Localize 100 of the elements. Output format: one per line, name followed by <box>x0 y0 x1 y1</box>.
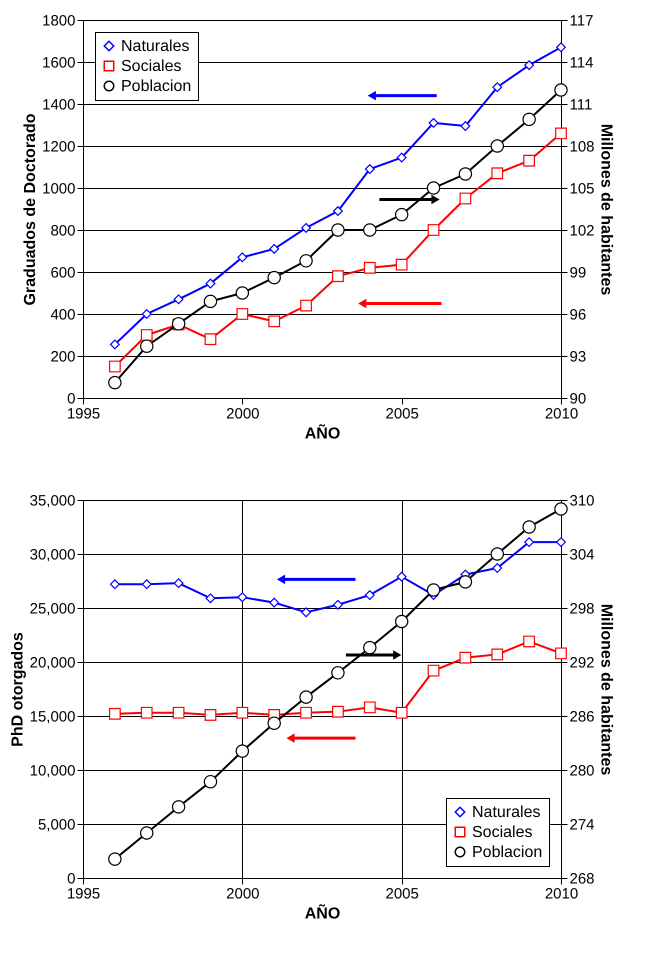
point <box>492 82 502 92</box>
point <box>237 252 248 262</box>
y-tick-label: 1400 <box>42 96 76 114</box>
y2-tick-label: 298 <box>570 600 595 618</box>
point <box>300 706 312 719</box>
point <box>269 244 280 254</box>
y2-axis-title: Millones de habitantes <box>598 604 615 776</box>
point <box>140 826 154 840</box>
y-tick-label: 20,000 <box>30 654 76 672</box>
legend-label: Sociales <box>472 824 532 841</box>
point <box>554 83 568 97</box>
point <box>142 309 152 319</box>
point <box>555 127 567 140</box>
y-tick-label: 600 <box>50 264 76 282</box>
point <box>206 593 216 604</box>
point <box>140 339 154 353</box>
point <box>142 579 152 590</box>
point <box>299 254 313 268</box>
y-tick-label: 35,000 <box>30 492 76 510</box>
y-tick-label: 5,000 <box>38 816 76 834</box>
legend-label: Poblacion <box>472 844 542 861</box>
point <box>333 600 343 610</box>
point <box>460 121 470 131</box>
point <box>172 706 185 719</box>
y2-tick-label: 292 <box>570 654 595 672</box>
point <box>556 42 566 52</box>
y2-tick-label: 111 <box>570 96 592 114</box>
point <box>524 537 534 548</box>
point <box>554 502 568 516</box>
y-axis-title: Graduados de Doctorado <box>22 113 40 306</box>
point <box>396 572 407 582</box>
point <box>300 300 312 312</box>
x-axis-title: AÑO <box>304 424 340 442</box>
x-tick-label: 1995 <box>66 406 100 422</box>
point <box>108 852 122 866</box>
y2-axis-title: Millones de habitantes <box>598 124 615 296</box>
point <box>363 640 377 654</box>
point <box>490 139 504 153</box>
point <box>491 648 504 660</box>
point <box>364 701 376 714</box>
point <box>490 547 504 561</box>
y2-tick-label: 108 <box>570 138 595 156</box>
point <box>301 222 311 233</box>
point <box>301 607 311 618</box>
y2-tick-label: 268 <box>570 870 595 888</box>
point <box>269 598 280 608</box>
y2-tick-label: 274 <box>570 816 595 834</box>
point <box>364 164 375 174</box>
y2-tick-label: 114 <box>570 54 594 72</box>
y-tick-label: 0 <box>67 870 76 888</box>
point <box>555 647 567 660</box>
x-tick-label: 2005 <box>385 886 419 902</box>
point <box>556 537 566 548</box>
y2-tick-label: 280 <box>570 762 595 780</box>
point <box>174 578 184 588</box>
legend-label: Sociales <box>121 58 182 75</box>
point <box>110 579 120 590</box>
point <box>204 294 218 308</box>
y2-tick-label: 310 <box>570 492 595 510</box>
y2-tick-label: 117 <box>570 12 594 30</box>
point <box>236 286 250 300</box>
point <box>458 167 472 181</box>
y2-tick-label: 102 <box>570 222 595 240</box>
x-tick-label: 2000 <box>226 406 260 422</box>
y-tick-label: 0 <box>67 390 76 408</box>
y-tick-label: 1200 <box>42 138 76 156</box>
point <box>206 278 216 288</box>
point <box>522 112 536 126</box>
point <box>394 614 408 628</box>
point <box>140 706 153 719</box>
point <box>524 60 534 70</box>
point <box>268 315 280 328</box>
point <box>237 592 248 602</box>
point <box>396 706 408 719</box>
y2-tick-label: 93 <box>570 348 586 366</box>
point <box>364 590 375 600</box>
x-tick-label: 2005 <box>385 406 419 422</box>
y-tick-label: 30,000 <box>30 546 76 564</box>
y-tick-label: 1600 <box>42 54 76 72</box>
point <box>331 223 345 237</box>
point <box>426 181 440 195</box>
point <box>172 800 186 814</box>
point <box>108 360 121 372</box>
x-tick-label: 1995 <box>66 886 100 902</box>
point <box>364 262 376 274</box>
x-tick-label: 2000 <box>226 886 260 902</box>
point <box>332 270 344 282</box>
point <box>267 270 281 284</box>
point <box>396 152 407 162</box>
point <box>394 208 408 222</box>
point <box>459 652 472 664</box>
point <box>108 376 122 390</box>
x-tick-label: 2010 <box>544 406 578 422</box>
y2-tick-label: 304 <box>570 546 595 564</box>
point <box>236 706 248 719</box>
y2-tick-label: 99 <box>570 264 586 282</box>
y-tick-label: 400 <box>50 306 76 324</box>
y-tick-label: 25,000 <box>30 600 76 618</box>
point <box>396 258 408 271</box>
point <box>236 308 248 320</box>
